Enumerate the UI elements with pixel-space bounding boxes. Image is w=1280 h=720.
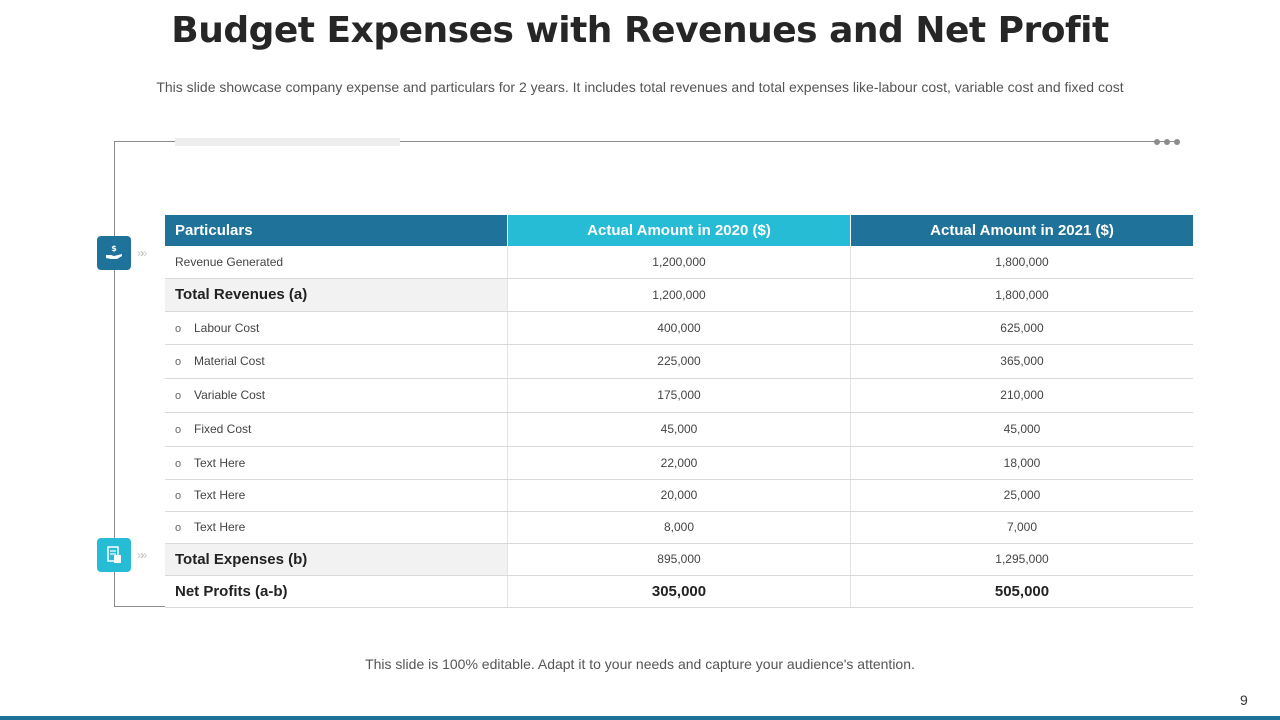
table-row: o Text Here 8,000 7,000 [165,511,1193,544]
bullet-icon: o [175,424,182,436]
cell-2021: 1,800,000 [850,278,1193,312]
bullet-icon: o [175,490,182,502]
more-dots-icon [1154,139,1180,145]
bullet-icon: o [175,322,182,335]
frame-line-left [114,141,115,607]
cell-2021: 25,000 [850,479,1193,512]
cell-2020: 45,000 [507,412,851,447]
hand-dollar-icon: $ [97,236,131,270]
cell-2020: 20,000 [507,479,851,512]
cell-2020: 305,000 [507,575,851,608]
table-row: Total Expenses (b) 895,000 1,295,000 [165,543,1193,576]
table-header-row: Particulars Actual Amount in 2020 ($) Ac… [165,215,1193,246]
slide-footer-note: This slide is 100% editable. Adapt it to… [365,656,915,672]
table-row: Revenue Generated 1,200,000 1,800,000 [165,246,1193,279]
row-label: Text Here [194,488,246,502]
cell-2021: 505,000 [850,575,1193,608]
row-label: Total Revenues (a) [165,278,508,312]
cell-2020: 22,000 [507,446,851,480]
row-label: Variable Cost [194,388,266,402]
row-label: Revenue Generated [165,246,508,279]
frame-line-top [114,141,1174,142]
cell-2020: 1,200,000 [507,246,851,279]
cell-2021: 625,000 [850,311,1193,345]
document-calculator-icon [97,538,131,572]
table-row: o Material Cost 225,000 365,000 [165,344,1193,379]
chevrons-icon: »» [137,548,148,562]
table-row: o Fixed Cost 45,000 45,000 [165,412,1193,447]
cell-2021: 7,000 [850,511,1193,544]
header-2020: Actual Amount in 2020 ($) [507,215,851,246]
cell-2020: 225,000 [507,344,851,379]
table-row: Net Profits (a-b) 305,000 505,000 [165,575,1193,608]
row-label: Total Expenses (b) [165,543,508,576]
row-label: Text Here [194,455,246,470]
budget-table: Particulars Actual Amount in 2020 ($) Ac… [165,215,1193,608]
cell-2021: 1,295,000 [850,543,1193,576]
cell-2021: 210,000 [850,378,1193,413]
row-label: Net Profits (a-b) [165,575,508,608]
cell-2021: 365,000 [850,344,1193,379]
row-label: Fixed Cost [194,422,252,436]
svg-text:$: $ [111,244,117,253]
header-particulars: Particulars [165,215,508,246]
row-label: Material Cost [194,354,265,368]
cell-2021: 45,000 [850,412,1193,447]
header-2021: Actual Amount in 2021 ($) [850,215,1193,246]
table-row: Total Revenues (a) 1,200,000 1,800,000 [165,278,1193,312]
slide-title: Budget Expenses with Revenues and Net Pr… [171,10,1109,51]
bottom-accent-bar [0,716,1280,720]
row-label: Labour Cost [194,320,260,335]
table-row: o Text Here 22,000 18,000 [165,446,1193,480]
bullet-icon: o [175,390,182,402]
cell-2020: 175,000 [507,378,851,413]
cell-2020: 8,000 [507,511,851,544]
cell-2020: 1,200,000 [507,278,851,312]
bullet-icon: o [175,522,182,534]
frame-highlight-bar [175,138,400,146]
bullet-icon: o [175,457,182,470]
table-row: o Labour Cost 400,000 625,000 [165,311,1193,345]
cell-2020: 895,000 [507,543,851,576]
table-row: o Text Here 20,000 25,000 [165,479,1193,512]
cell-2020: 400,000 [507,311,851,345]
page-number: 9 [1240,692,1248,708]
cell-2021: 18,000 [850,446,1193,480]
bullet-icon: o [175,356,182,368]
chevrons-icon: »» [137,246,148,260]
table-row: o Variable Cost 175,000 210,000 [165,378,1193,413]
cell-2021: 1,800,000 [850,246,1193,279]
slide-subtitle: This slide showcase company expense and … [156,79,1124,95]
row-label: Text Here [194,520,246,534]
